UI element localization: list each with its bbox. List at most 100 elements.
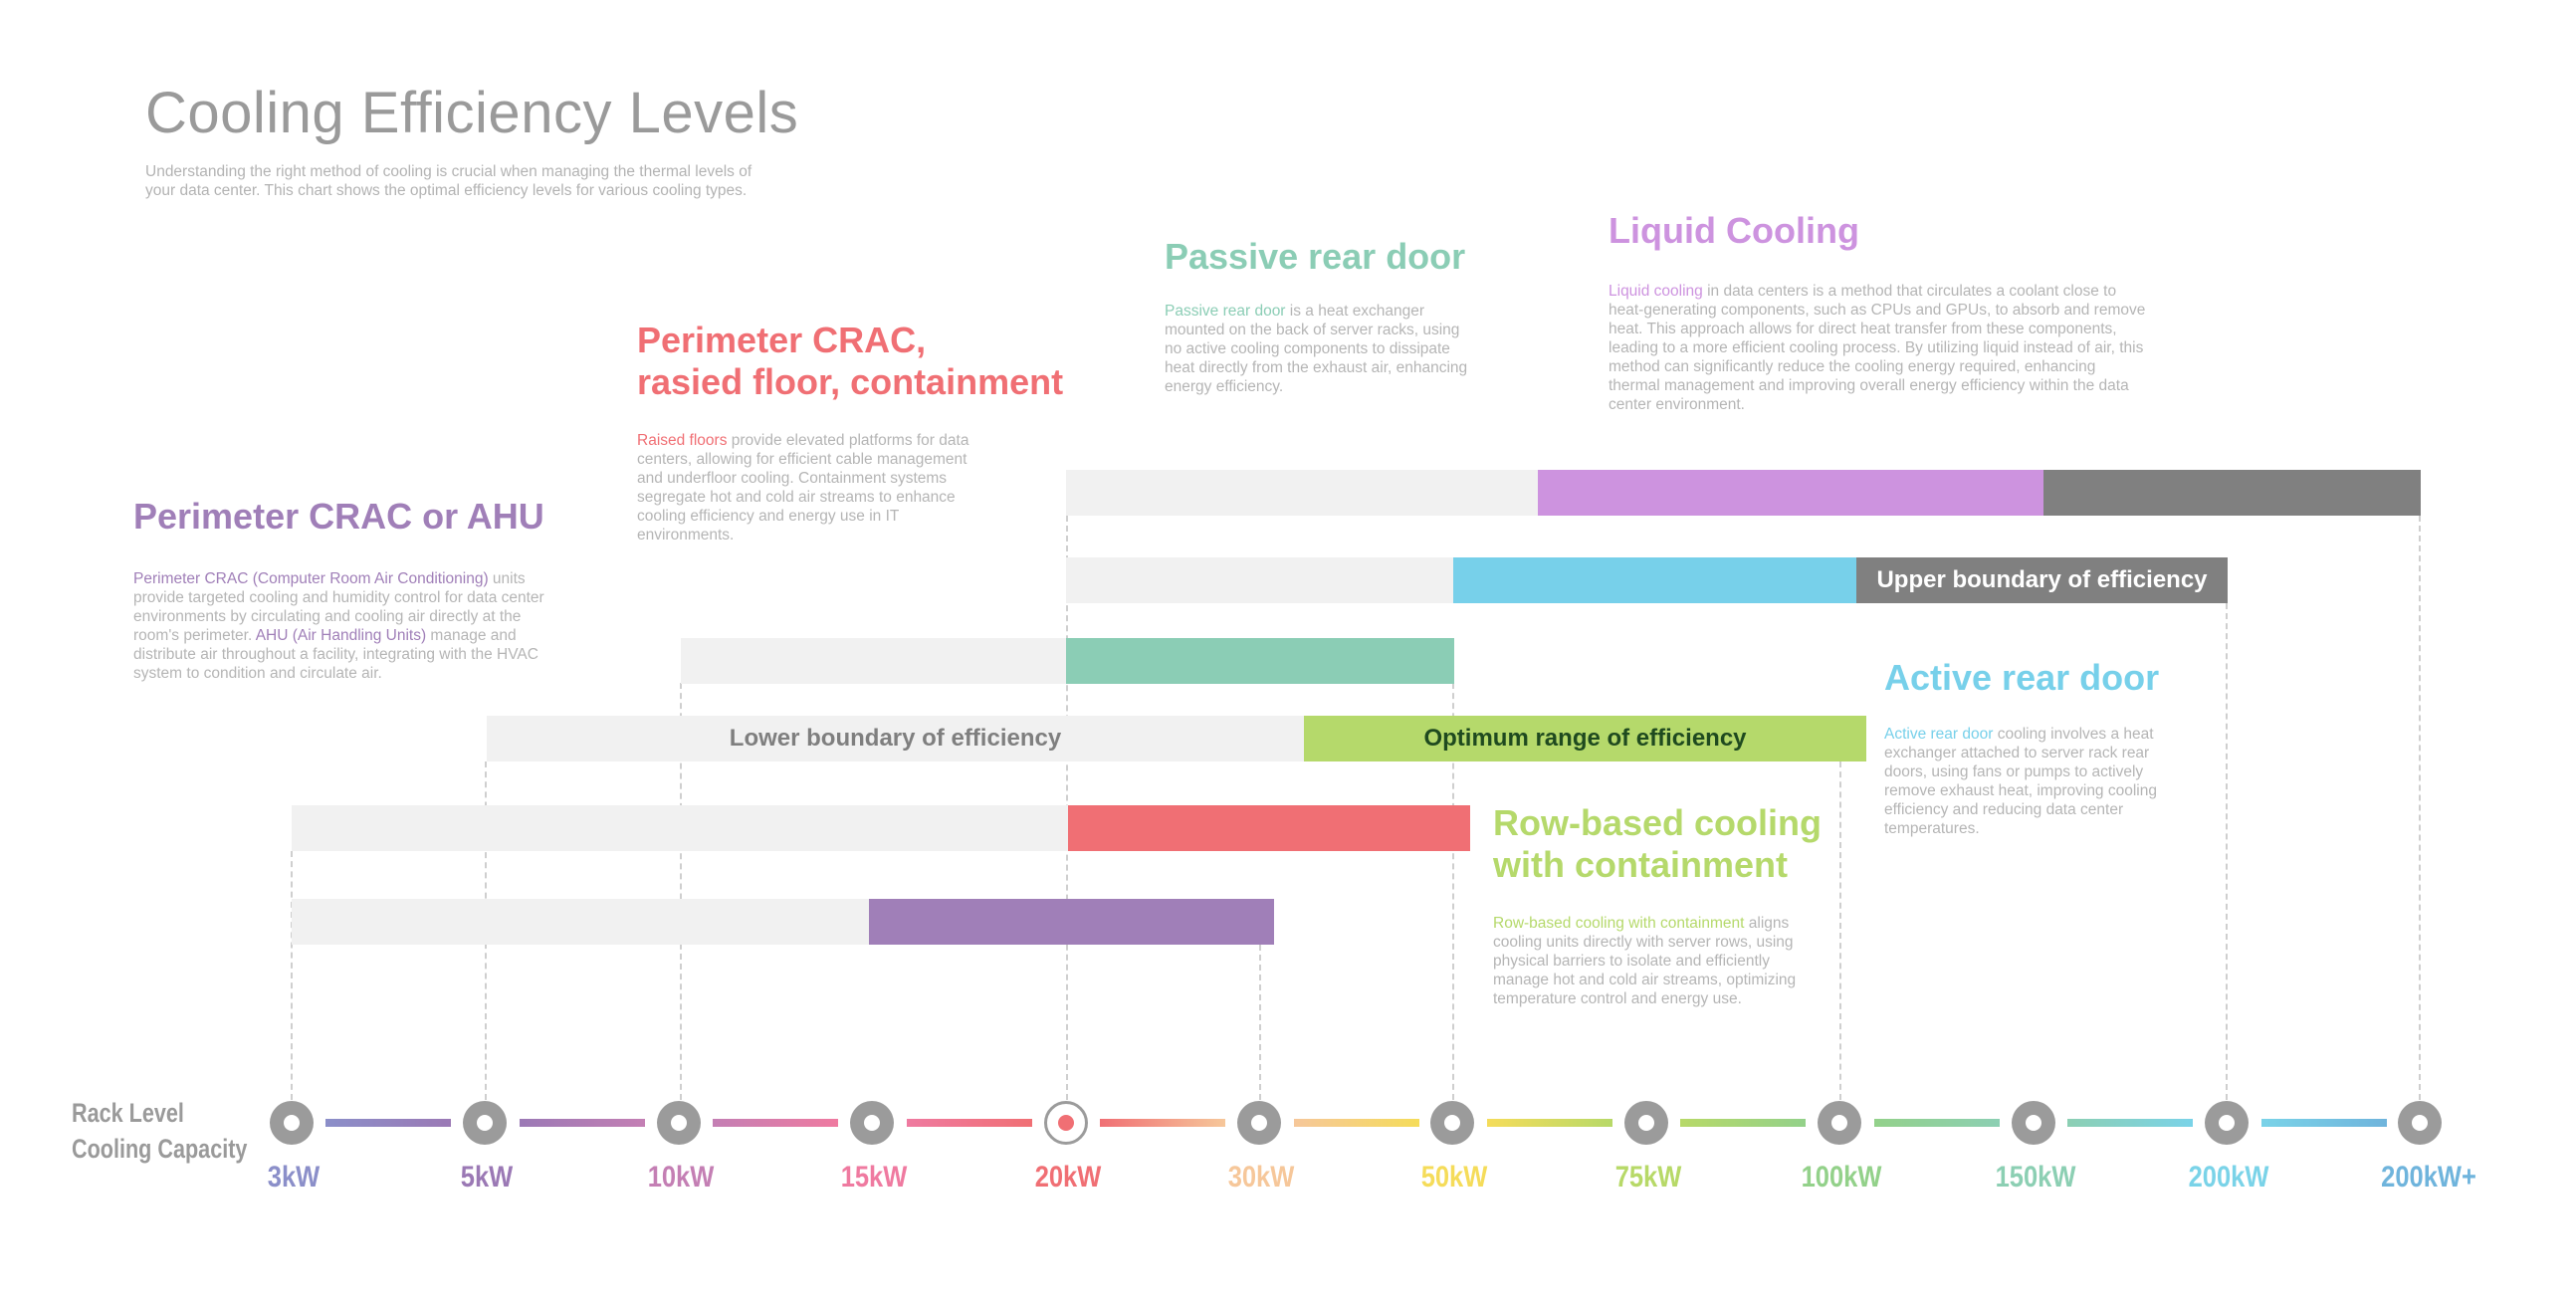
axis-node-50kw[interactable] bbox=[1430, 1101, 1474, 1145]
section-title: Passive rear door bbox=[1165, 236, 1466, 277]
axis-connector bbox=[2261, 1119, 2387, 1127]
segment-optimum: Optimum range of efficiency bbox=[1304, 716, 1866, 761]
desc-highlight: Active rear door bbox=[1884, 726, 1994, 743]
section-title-line2: with containment bbox=[1493, 844, 1788, 885]
tick-label: 150kW bbox=[1995, 1161, 2076, 1194]
section-active-rear-door: Active rear door Active rear door coolin… bbox=[1884, 657, 2183, 838]
axis-node-3kw[interactable] bbox=[270, 1101, 314, 1145]
bar-active-rear-door: Upper boundary of efficiency bbox=[1066, 557, 2228, 603]
segment-optimum bbox=[869, 899, 1274, 945]
axis-connector bbox=[1294, 1119, 1419, 1127]
section-title-line1: Row-based cooling bbox=[1493, 802, 1823, 843]
axis-title: Rack Level Cooling Capacity bbox=[72, 1095, 247, 1167]
bar-crac-ahu bbox=[292, 899, 1274, 945]
segment-optimum bbox=[1453, 557, 1856, 603]
axis-node-15kw[interactable] bbox=[850, 1101, 894, 1145]
desc-highlight: Row-based cooling with containment bbox=[1493, 915, 1745, 932]
tick-label: 10kW bbox=[647, 1161, 715, 1194]
bar-liquid-cooling bbox=[1066, 470, 2421, 516]
desc-text: provide elevated platforms for data cent… bbox=[637, 432, 969, 543]
section-liquid-cooling: Liquid Cooling Liquid cooling in data ce… bbox=[1609, 210, 2151, 414]
axis-title-line2: Cooling Capacity bbox=[72, 1134, 248, 1164]
tick-label: 100kW bbox=[1801, 1161, 1882, 1194]
guide-line-30kw bbox=[1259, 945, 1261, 1100]
section-description: Passive rear door is a heat exchanger mo… bbox=[1165, 302, 1473, 396]
axis-node-200kw[interactable] bbox=[2205, 1101, 2249, 1145]
tick-label: 15kW bbox=[840, 1161, 908, 1194]
axis-node-30kw[interactable] bbox=[1237, 1101, 1281, 1145]
desc-highlight: Perimeter CRAC (Computer Room Air Condit… bbox=[133, 570, 489, 587]
axis-node-75kw[interactable] bbox=[1624, 1101, 1668, 1145]
upper-boundary-label: Upper boundary of efficiency bbox=[1876, 566, 2208, 593]
axis-connector bbox=[713, 1119, 838, 1127]
section-description: Liquid cooling in data centers is a meth… bbox=[1609, 282, 2151, 414]
axis-node-20kw-selected[interactable] bbox=[1044, 1101, 1088, 1145]
axis-connector bbox=[520, 1119, 645, 1127]
guide-line-3kw bbox=[291, 851, 293, 1100]
segment-optimum bbox=[1538, 470, 2043, 516]
axis-connector bbox=[1680, 1119, 1806, 1127]
axis-connector bbox=[1874, 1119, 2000, 1127]
desc-highlight: Raised floors bbox=[637, 432, 728, 449]
axis-connector bbox=[1487, 1119, 1612, 1127]
segment-lower-boundary bbox=[292, 805, 1068, 851]
bar-row-based: Lower boundary of efficiency Optimum ran… bbox=[487, 716, 1866, 761]
desc-text: cooling involves a heat exchanger attach… bbox=[1884, 726, 2157, 837]
guide-line-200kw bbox=[2226, 603, 2228, 1100]
section-passive-rear-door: Passive rear door Passive rear door is a… bbox=[1165, 236, 1473, 396]
page-title: Cooling Efficiency Levels bbox=[145, 81, 799, 145]
axis-connector bbox=[325, 1119, 451, 1127]
desc-highlight: Liquid cooling bbox=[1609, 283, 1703, 300]
segment-lower-boundary bbox=[681, 638, 1066, 684]
section-crac-ahu: Perimeter CRAC or AHU Perimeter CRAC (Co… bbox=[133, 496, 551, 683]
tick-label: 75kW bbox=[1614, 1161, 1682, 1194]
segment-upper-boundary: Upper boundary of efficiency bbox=[1856, 557, 2228, 603]
desc-text: manage and distribute air throughout a f… bbox=[133, 627, 538, 682]
section-title-line2: rasied floor, containment bbox=[637, 361, 1064, 402]
tick-label: 200kW bbox=[2188, 1161, 2269, 1194]
axis-title-line1: Rack Level bbox=[72, 1098, 184, 1128]
desc-text: units provide targeted cooling and humid… bbox=[133, 570, 544, 644]
desc-highlight: Passive rear door bbox=[1165, 303, 1286, 320]
optimum-label: Optimum range of efficiency bbox=[1423, 725, 1747, 752]
axis-node-10kw[interactable] bbox=[657, 1101, 701, 1145]
section-title: Perimeter CRAC or AHU bbox=[133, 496, 544, 537]
guide-line-10kw bbox=[680, 683, 682, 1100]
guide-line-100kw bbox=[1839, 761, 1841, 1100]
tick-label: 200kW+ bbox=[2381, 1161, 2476, 1194]
section-title-line1: Perimeter CRAC, bbox=[637, 320, 927, 360]
lower-boundary-label: Lower boundary of efficiency bbox=[729, 725, 1062, 752]
axis-connector bbox=[1100, 1119, 1225, 1127]
bar-passive-rear-door bbox=[681, 638, 1468, 684]
axis-node-5kw[interactable] bbox=[463, 1101, 507, 1145]
segment-upper-boundary bbox=[2043, 470, 2421, 516]
segment-optimum bbox=[1068, 805, 1470, 851]
bar-raised-floor bbox=[292, 805, 1470, 851]
guide-line-50kw bbox=[1452, 683, 1454, 1100]
segment-lower-boundary bbox=[1066, 470, 1538, 516]
segment-lower-boundary: Lower boundary of efficiency bbox=[487, 716, 1304, 761]
desc-text: aligns cooling units directly with serve… bbox=[1493, 915, 1797, 1007]
segment-lower-boundary bbox=[292, 899, 869, 945]
tick-label: 30kW bbox=[1227, 1161, 1295, 1194]
tick-label: 3kW bbox=[267, 1161, 321, 1194]
axis-connector bbox=[907, 1119, 1032, 1127]
axis-node-100kw[interactable] bbox=[1818, 1101, 1861, 1145]
section-row-based: Row-based cooling with containment Row-b… bbox=[1493, 802, 1823, 1008]
axis-node-150kw[interactable] bbox=[2012, 1101, 2055, 1145]
section-description: Raised floors provide elevated platforms… bbox=[637, 431, 980, 544]
page-subtitle: Understanding the right method of coolin… bbox=[145, 163, 752, 199]
segment-lower-boundary bbox=[1066, 557, 1453, 603]
desc-highlight: AHU (Air Handling Units) bbox=[255, 627, 427, 644]
desc-text: in data centers is a method that circula… bbox=[1609, 283, 2146, 413]
section-title: Liquid Cooling bbox=[1609, 210, 1859, 251]
axis-node-200kw-plus[interactable] bbox=[2398, 1101, 2442, 1145]
tick-label: 50kW bbox=[1420, 1161, 1488, 1194]
desc-text: is a heat exchanger mounted on the back … bbox=[1165, 303, 1468, 395]
section-description: Active rear door cooling involves a heat… bbox=[1884, 725, 2183, 838]
section-title: Active rear door bbox=[1884, 657, 2160, 698]
tick-label: 20kW bbox=[1034, 1161, 1102, 1194]
section-description: Row-based cooling with containment align… bbox=[1493, 914, 1812, 1008]
guide-line-200kw-plus bbox=[2419, 516, 2421, 1100]
segment-optimum bbox=[1066, 638, 1454, 684]
